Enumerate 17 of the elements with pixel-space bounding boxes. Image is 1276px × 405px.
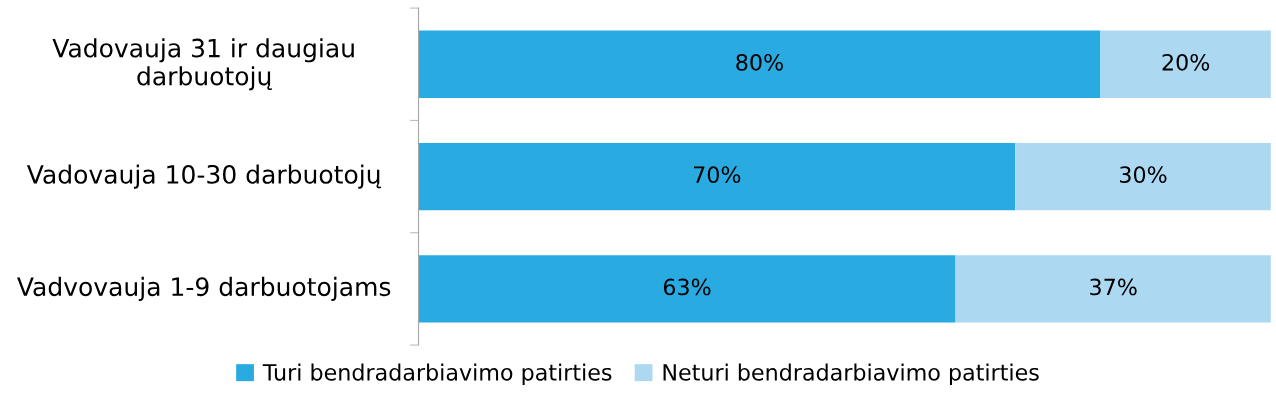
- y-tick-label: Vadovauja 10-30 darbuotojų: [26, 164, 382, 189]
- bar: [1015, 142, 1271, 211]
- bar: [418, 142, 1016, 211]
- data-label: 63%: [663, 278, 711, 296]
- data-label: 70%: [693, 166, 741, 184]
- data-label: 37%: [1090, 278, 1137, 296]
- bar: [418, 255, 956, 323]
- bar: [418, 30, 1101, 98]
- data-label: 20%: [1162, 53, 1210, 71]
- data-label: 30%: [1120, 166, 1167, 184]
- y-tick-label: Vadovauja 31 ir daugiau darbuotojų: [52, 38, 354, 91]
- legend-label: Neturi bendradarbiavimo patirties: [663, 363, 1039, 385]
- legend-label: Turi bendradarbiavimo patirties: [262, 363, 612, 385]
- bar: [1100, 30, 1271, 98]
- bar: [955, 255, 1271, 323]
- y-tick-label: Vadvovauja 1-9 darbuotojams: [17, 276, 391, 301]
- data-label: 80%: [736, 53, 783, 71]
